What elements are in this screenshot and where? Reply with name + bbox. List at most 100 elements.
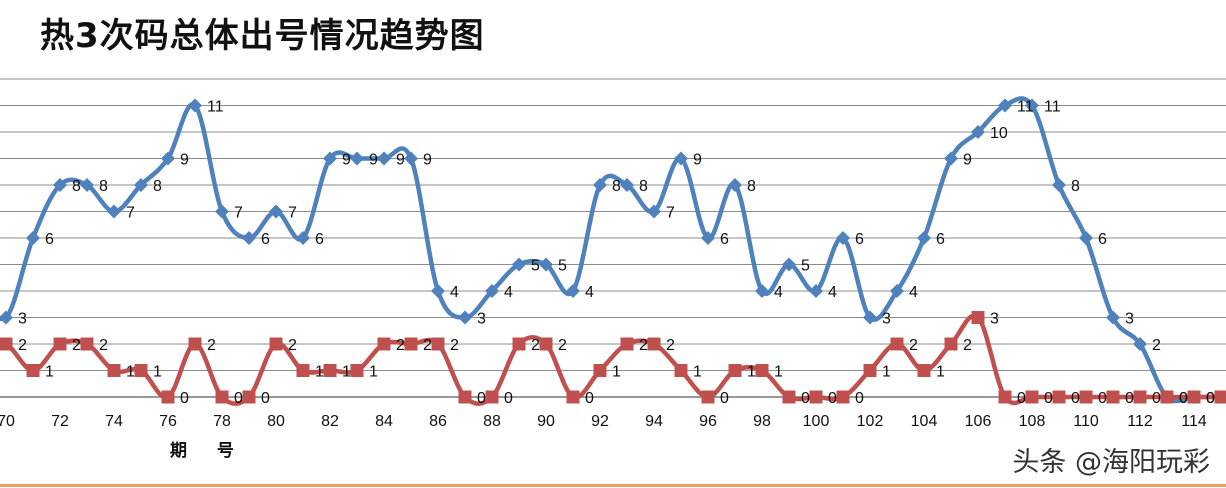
data-point-diamond	[161, 151, 175, 166]
data-point-diamond	[998, 98, 1012, 113]
data-label: 2	[99, 337, 108, 354]
data-label: 8	[747, 178, 756, 195]
data-label: 2	[18, 337, 27, 354]
data-point-diamond	[836, 231, 850, 245]
data-point-square	[0, 337, 13, 351]
x-tick-label: 90	[537, 413, 555, 430]
data-point-diamond	[809, 284, 823, 298]
x-tick-label: 78	[213, 413, 231, 430]
data-point-diamond	[188, 98, 202, 113]
x-tick-label: 98	[753, 413, 771, 430]
data-point-diamond	[890, 284, 904, 298]
data-label: 4	[909, 284, 918, 301]
data-label: 3	[882, 311, 891, 328]
data-label: 4	[774, 284, 783, 301]
data-label: 0	[477, 390, 486, 407]
data-label: 3	[477, 311, 486, 328]
data-point-square	[296, 364, 310, 377]
data-point-diamond	[782, 257, 796, 272]
data-label: 11	[207, 99, 224, 116]
data-point-square	[890, 337, 904, 351]
data-label: 0	[1044, 390, 1053, 407]
data-point-square	[998, 390, 1012, 404]
data-label: 7	[126, 205, 135, 222]
x-tick-label: 108	[1019, 413, 1046, 430]
bottom-rule	[0, 484, 1226, 487]
data-label: 3	[18, 311, 27, 328]
x-tick-label: 100	[803, 413, 830, 430]
data-label: 0	[1098, 390, 1107, 407]
x-tick-label: 88	[483, 413, 501, 430]
data-label: 6	[720, 231, 729, 248]
data-label: 5	[531, 258, 540, 275]
x-tick-label: 82	[321, 413, 339, 430]
data-label: 9	[423, 152, 432, 169]
data-label: 1	[369, 364, 378, 381]
data-label: 1	[342, 364, 351, 381]
x-tick-label: 112	[1127, 413, 1153, 430]
data-point-diamond	[512, 257, 526, 272]
data-label: 1	[774, 364, 783, 381]
data-label: 1	[936, 364, 945, 381]
data-label: 0	[1206, 390, 1215, 407]
x-tick-label: 84	[375, 413, 393, 430]
data-point-square	[1079, 390, 1093, 404]
data-label: 1	[612, 364, 621, 381]
data-point-diamond	[215, 204, 229, 219]
x-tick-label: 104	[911, 413, 938, 430]
data-point-square	[728, 364, 742, 377]
data-label: 0	[585, 390, 594, 407]
data-label: 6	[1098, 231, 1107, 248]
data-point-square	[971, 311, 985, 324]
data-label: 0	[234, 390, 243, 407]
data-label: 9	[369, 152, 378, 169]
data-label: 4	[504, 284, 513, 301]
data-label: 0	[261, 390, 270, 407]
data-label: 0	[1071, 390, 1080, 407]
x-tick-label: 72	[51, 413, 69, 430]
data-label: 0	[855, 390, 864, 407]
data-point-square	[161, 390, 175, 404]
data-label: 1	[882, 364, 891, 381]
data-label: 6	[315, 231, 324, 248]
data-label: 2	[963, 337, 972, 354]
data-point-square	[242, 390, 256, 404]
data-label: 0	[828, 390, 837, 407]
series-markers	[0, 98, 1226, 404]
data-labels: 4368878911767699994345548879684546346910…	[18, 99, 1215, 408]
x-tick-label: 92	[591, 413, 609, 430]
x-tick-label: 80	[267, 413, 285, 430]
data-point-diamond	[620, 178, 634, 192]
data-label: 0	[1125, 390, 1134, 407]
data-point-square	[458, 390, 472, 404]
data-label: 4	[585, 284, 594, 301]
data-label: 9	[342, 152, 351, 169]
data-point-square	[674, 364, 688, 377]
data-point-diamond	[1052, 178, 1066, 192]
x-tick-label: 86	[429, 413, 447, 430]
data-point-diamond	[26, 231, 40, 245]
data-point-diamond	[566, 284, 580, 298]
data-point-square	[539, 337, 553, 351]
x-tick-label: 106	[965, 413, 992, 430]
data-point-square	[566, 390, 580, 404]
data-label: 8	[639, 178, 648, 195]
x-tick-label: 102	[857, 413, 884, 430]
data-point-square	[944, 337, 958, 351]
data-point-diamond	[1079, 231, 1093, 245]
data-point-square	[1052, 390, 1066, 404]
data-label: 7	[666, 205, 675, 222]
data-point-diamond	[323, 151, 337, 166]
data-label: 6	[45, 231, 54, 248]
data-point-diamond	[242, 231, 256, 245]
data-label: 5	[558, 258, 567, 275]
x-tick-label: 114	[1181, 413, 1207, 430]
data-label: 7	[288, 205, 297, 222]
data-point-diamond	[0, 310, 13, 325]
data-point-square	[917, 364, 931, 377]
data-point-square	[1133, 390, 1147, 404]
data-label: 2	[423, 337, 432, 354]
data-label: 0	[504, 390, 513, 407]
data-label: 8	[99, 178, 108, 195]
data-point-square	[80, 337, 94, 351]
